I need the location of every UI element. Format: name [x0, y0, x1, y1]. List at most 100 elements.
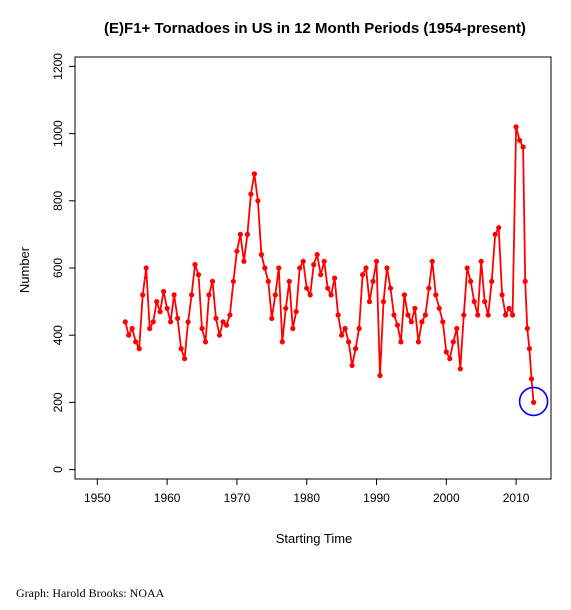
- data-point: [272, 292, 278, 298]
- data-point: [258, 252, 264, 258]
- data-point: [209, 278, 216, 284]
- data-point: [220, 319, 226, 325]
- data-point: [366, 299, 373, 305]
- data-point: [517, 137, 523, 143]
- data-point: [478, 258, 484, 264]
- data-point: [237, 231, 243, 237]
- data-point: [342, 325, 348, 332]
- data-point: [524, 325, 530, 332]
- data-point: [283, 305, 289, 311]
- data-point: [318, 272, 324, 278]
- data-point: [206, 292, 212, 298]
- data-point: [311, 262, 317, 268]
- data-point: [262, 265, 268, 271]
- data-point: [140, 292, 146, 298]
- data-point: [457, 366, 463, 372]
- series-line: [124, 126, 535, 403]
- data-point: [468, 278, 474, 284]
- x-tick-label: 1970: [224, 491, 251, 505]
- data-point: [377, 372, 383, 379]
- data-point: [227, 312, 233, 318]
- data-point: [346, 339, 352, 345]
- data-point: [136, 346, 142, 352]
- data-point: [269, 315, 275, 321]
- data-point: [129, 325, 135, 332]
- data-point: [339, 332, 345, 338]
- data-point: [143, 265, 149, 271]
- data-point: [475, 312, 481, 318]
- data-point: [150, 319, 156, 325]
- data-point: [223, 322, 230, 328]
- data-point: [394, 322, 401, 328]
- data-point: [391, 312, 397, 318]
- data-point: [353, 346, 359, 352]
- data-point: [192, 262, 198, 268]
- data-point: [380, 299, 387, 305]
- x-axis-label: Starting Time: [276, 531, 353, 546]
- data-point: [171, 292, 177, 298]
- data-point: [255, 198, 261, 204]
- data-point: [279, 339, 285, 345]
- data-point: [304, 285, 310, 291]
- y-tick-label: 400: [51, 325, 65, 345]
- data-point: [202, 339, 209, 345]
- chart-title: (E)F1+ Tornadoes in US in 12 Month Perio…: [104, 20, 526, 37]
- data-point: [522, 278, 528, 284]
- data-point: [450, 339, 456, 345]
- y-tick-label: 800: [51, 190, 65, 210]
- data-point: [447, 356, 453, 362]
- x-tick-label: 1990: [363, 491, 390, 505]
- data-point: [182, 356, 188, 362]
- y-tick-label: 1200: [51, 53, 65, 80]
- data-point: [433, 292, 439, 298]
- data-point: [185, 319, 191, 325]
- data-point: [531, 399, 537, 405]
- data-point: [485, 312, 491, 318]
- data-point: [503, 312, 509, 318]
- series-points: [122, 124, 537, 405]
- x-tick-label: 1980: [293, 491, 320, 505]
- data-point: [276, 265, 282, 271]
- data-point: [422, 312, 428, 318]
- data-point: [412, 305, 418, 311]
- data-point: [293, 309, 299, 315]
- data-point: [321, 258, 327, 264]
- data-point: [436, 305, 442, 311]
- data-point: [161, 288, 167, 295]
- data-point: [189, 292, 195, 298]
- data-point: [360, 272, 366, 278]
- data-point: [506, 305, 512, 311]
- data-point: [492, 231, 498, 237]
- data-point: [335, 312, 341, 318]
- data-point: [178, 346, 184, 352]
- data-point: [461, 312, 467, 318]
- data-point: [244, 231, 250, 237]
- data-point: [248, 191, 254, 197]
- y-tick-label: 0: [51, 466, 65, 473]
- data-point: [440, 319, 446, 325]
- data-point: [387, 285, 394, 291]
- data-point: [164, 305, 170, 311]
- x-tick-label: 2000: [433, 491, 460, 505]
- data-point: [325, 285, 331, 291]
- data-point: [251, 171, 257, 177]
- data-point: [234, 248, 240, 254]
- data-point: [157, 309, 163, 315]
- data-point: [419, 319, 425, 325]
- data-point: [195, 272, 202, 278]
- data-point: [528, 376, 535, 382]
- data-point: [426, 285, 432, 291]
- data-point: [314, 252, 320, 258]
- highlight-circle: [518, 386, 549, 417]
- data-point: [398, 339, 404, 345]
- data-point: [300, 258, 306, 264]
- data-point: [489, 278, 495, 284]
- y-tick-label: 600: [51, 258, 65, 278]
- data-point: [370, 278, 376, 284]
- data-point: [297, 265, 303, 271]
- data-point: [471, 299, 477, 305]
- x-tick-label: 1950: [84, 491, 111, 505]
- data-point: [332, 275, 338, 281]
- data-point: [363, 265, 369, 271]
- y-tick-label: 200: [51, 392, 65, 412]
